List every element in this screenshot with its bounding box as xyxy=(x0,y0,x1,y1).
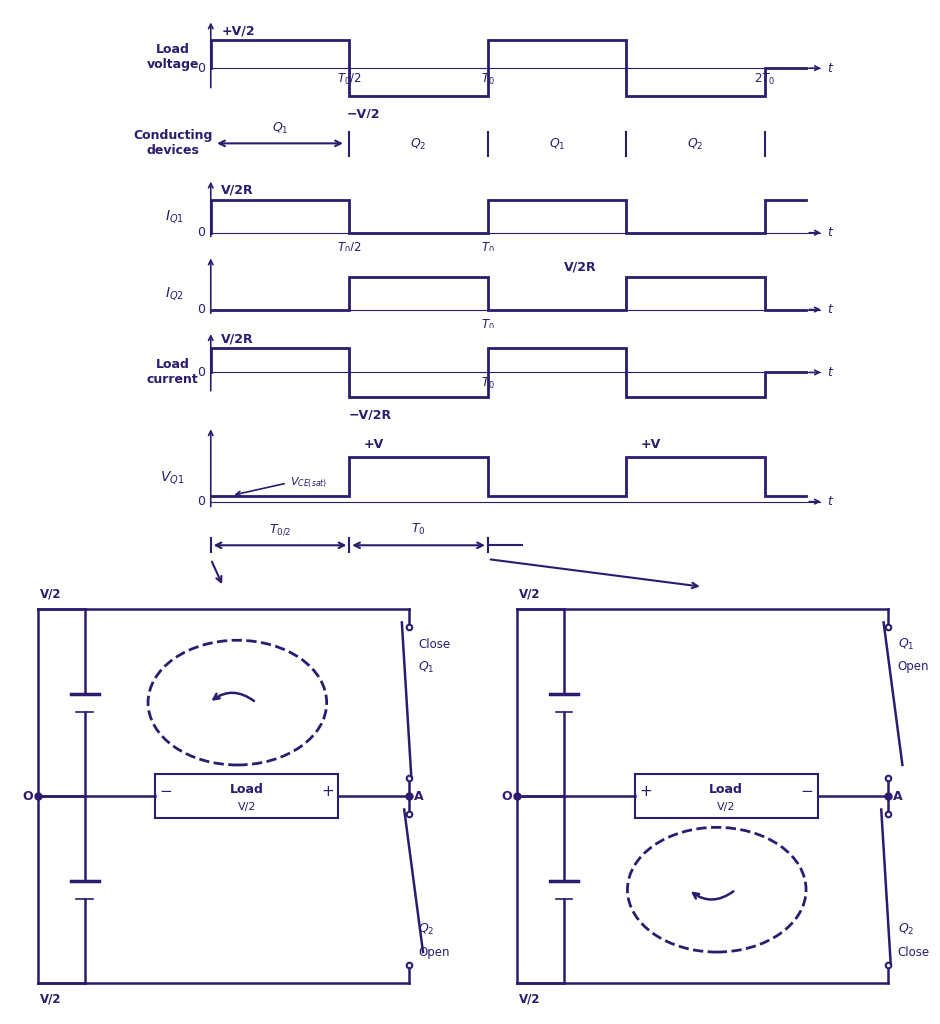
Text: V/2: V/2 xyxy=(39,587,61,600)
Text: $V_{Q1}$: $V_{Q1}$ xyxy=(160,469,184,485)
Text: O: O xyxy=(502,790,512,803)
Text: O: O xyxy=(23,790,33,803)
Text: t: t xyxy=(827,61,832,75)
Text: $V_{CE(sat)}$: $V_{CE(sat)}$ xyxy=(290,476,328,490)
Text: $Q_1$: $Q_1$ xyxy=(272,121,289,136)
Text: A: A xyxy=(414,790,423,803)
Text: A: A xyxy=(893,790,902,803)
Text: Open: Open xyxy=(898,660,930,674)
Text: +V: +V xyxy=(640,438,661,451)
Text: V/2: V/2 xyxy=(519,992,540,1006)
Text: $T_0/2$: $T_0/2$ xyxy=(337,241,362,256)
Bar xyxy=(155,774,338,818)
Text: Load
voltage: Load voltage xyxy=(147,43,199,71)
Text: $T_{0/2}$: $T_{0/2}$ xyxy=(269,522,291,538)
Text: $T_0$: $T_0$ xyxy=(481,241,494,256)
Text: Open: Open xyxy=(418,945,450,958)
Text: V/2R: V/2R xyxy=(221,184,254,197)
Text: t: t xyxy=(827,226,832,240)
Text: +: + xyxy=(321,784,334,799)
Text: −V/2R: −V/2R xyxy=(349,409,392,422)
Text: $Q_1$: $Q_1$ xyxy=(418,659,435,675)
Text: V/2: V/2 xyxy=(238,802,256,812)
Text: Conducting
devices: Conducting devices xyxy=(133,129,212,158)
Text: t: t xyxy=(827,303,832,316)
Text: Close: Close xyxy=(898,945,930,958)
Text: −: − xyxy=(160,784,173,799)
Text: V/2R: V/2R xyxy=(221,332,254,345)
Text: $Q_2$: $Q_2$ xyxy=(411,137,427,153)
Text: 0: 0 xyxy=(197,496,205,508)
Text: Load
current: Load current xyxy=(147,358,198,386)
Text: $I_{Q1}$: $I_{Q1}$ xyxy=(165,208,184,225)
Text: $T_0$: $T_0$ xyxy=(481,317,494,333)
Text: V/2R: V/2R xyxy=(564,261,597,273)
Text: V/2: V/2 xyxy=(519,587,540,600)
Text: Load: Load xyxy=(229,783,264,796)
Text: V/2: V/2 xyxy=(39,992,61,1006)
Text: t: t xyxy=(827,366,832,379)
Text: +: + xyxy=(639,784,652,799)
Text: $Q_2$: $Q_2$ xyxy=(687,137,704,153)
Text: Close: Close xyxy=(418,638,450,651)
Text: $T_0$: $T_0$ xyxy=(481,376,494,391)
Text: +V/2: +V/2 xyxy=(221,25,255,38)
Text: $Q_2$: $Q_2$ xyxy=(418,923,434,937)
Text: $T_0$: $T_0$ xyxy=(411,522,426,538)
Text: $2T_0$: $2T_0$ xyxy=(754,72,775,87)
Bar xyxy=(634,774,818,818)
Text: $Q_1$: $Q_1$ xyxy=(549,137,565,153)
Text: 0: 0 xyxy=(197,366,205,379)
Text: V/2: V/2 xyxy=(717,802,735,812)
Text: 0: 0 xyxy=(197,226,205,240)
Text: $T_0/2$: $T_0/2$ xyxy=(337,72,362,87)
Text: 0: 0 xyxy=(197,61,205,75)
Text: $Q_2$: $Q_2$ xyxy=(898,923,914,937)
Text: 0: 0 xyxy=(197,303,205,316)
Text: $I_{Q2}$: $I_{Q2}$ xyxy=(165,285,184,302)
Text: Load: Load xyxy=(709,783,744,796)
Text: $Q_1$: $Q_1$ xyxy=(898,637,915,652)
Text: +V: +V xyxy=(363,438,384,451)
Text: t: t xyxy=(827,496,832,508)
Text: $T_0$: $T_0$ xyxy=(481,72,494,87)
Text: −: − xyxy=(800,784,813,799)
Text: −V/2: −V/2 xyxy=(346,108,380,120)
